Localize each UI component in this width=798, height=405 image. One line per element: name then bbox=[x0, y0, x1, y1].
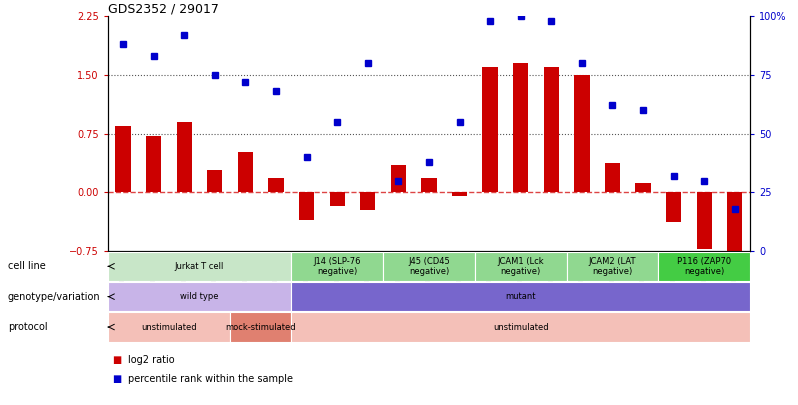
Bar bbox=[383, 252, 475, 281]
Bar bbox=[666, 192, 681, 222]
Bar bbox=[658, 252, 750, 281]
Bar bbox=[483, 67, 498, 192]
Text: GDS2352 / 29017: GDS2352 / 29017 bbox=[108, 2, 219, 15]
Text: unstimulated: unstimulated bbox=[493, 322, 548, 332]
Text: wild type: wild type bbox=[180, 292, 219, 301]
Bar bbox=[567, 252, 658, 281]
Bar bbox=[697, 192, 712, 249]
Bar bbox=[176, 122, 192, 192]
Text: ■: ■ bbox=[112, 356, 121, 365]
Bar bbox=[108, 282, 291, 311]
Text: ■: ■ bbox=[112, 374, 121, 384]
Text: Jurkat T cell: Jurkat T cell bbox=[175, 262, 224, 271]
Text: mock-stimulated: mock-stimulated bbox=[225, 322, 296, 332]
Text: unstimulated: unstimulated bbox=[141, 322, 197, 332]
Text: J14 (SLP-76
negative): J14 (SLP-76 negative) bbox=[314, 257, 361, 276]
Bar bbox=[108, 252, 291, 281]
Text: JCAM1 (Lck
negative): JCAM1 (Lck negative) bbox=[497, 257, 544, 276]
Text: cell line: cell line bbox=[8, 261, 45, 271]
Bar bbox=[268, 178, 283, 192]
Text: mutant: mutant bbox=[505, 292, 536, 301]
Bar bbox=[116, 126, 131, 192]
Bar bbox=[513, 63, 528, 192]
Text: J45 (CD45
negative): J45 (CD45 negative) bbox=[408, 257, 450, 276]
Bar bbox=[575, 75, 590, 192]
Text: log2 ratio: log2 ratio bbox=[128, 356, 174, 365]
Bar bbox=[421, 178, 437, 192]
Bar bbox=[543, 67, 559, 192]
Bar bbox=[391, 165, 406, 192]
Bar bbox=[207, 171, 223, 192]
Text: protocol: protocol bbox=[8, 322, 48, 332]
Text: percentile rank within the sample: percentile rank within the sample bbox=[128, 374, 293, 384]
Bar bbox=[635, 183, 650, 192]
Bar bbox=[330, 192, 345, 207]
Text: genotype/variation: genotype/variation bbox=[8, 292, 101, 302]
Bar bbox=[108, 313, 230, 342]
Bar bbox=[230, 313, 291, 342]
Bar bbox=[291, 313, 750, 342]
Bar bbox=[452, 192, 467, 196]
Bar bbox=[360, 192, 375, 210]
Bar bbox=[299, 192, 314, 220]
Text: JCAM2 (LAT
negative): JCAM2 (LAT negative) bbox=[589, 257, 636, 276]
Bar bbox=[727, 192, 742, 257]
Text: P116 (ZAP70
negative): P116 (ZAP70 negative) bbox=[678, 257, 731, 276]
Bar bbox=[238, 151, 253, 192]
Bar bbox=[146, 136, 161, 192]
Bar bbox=[605, 163, 620, 192]
Bar bbox=[291, 252, 383, 281]
Bar bbox=[291, 282, 750, 311]
Bar bbox=[475, 252, 567, 281]
